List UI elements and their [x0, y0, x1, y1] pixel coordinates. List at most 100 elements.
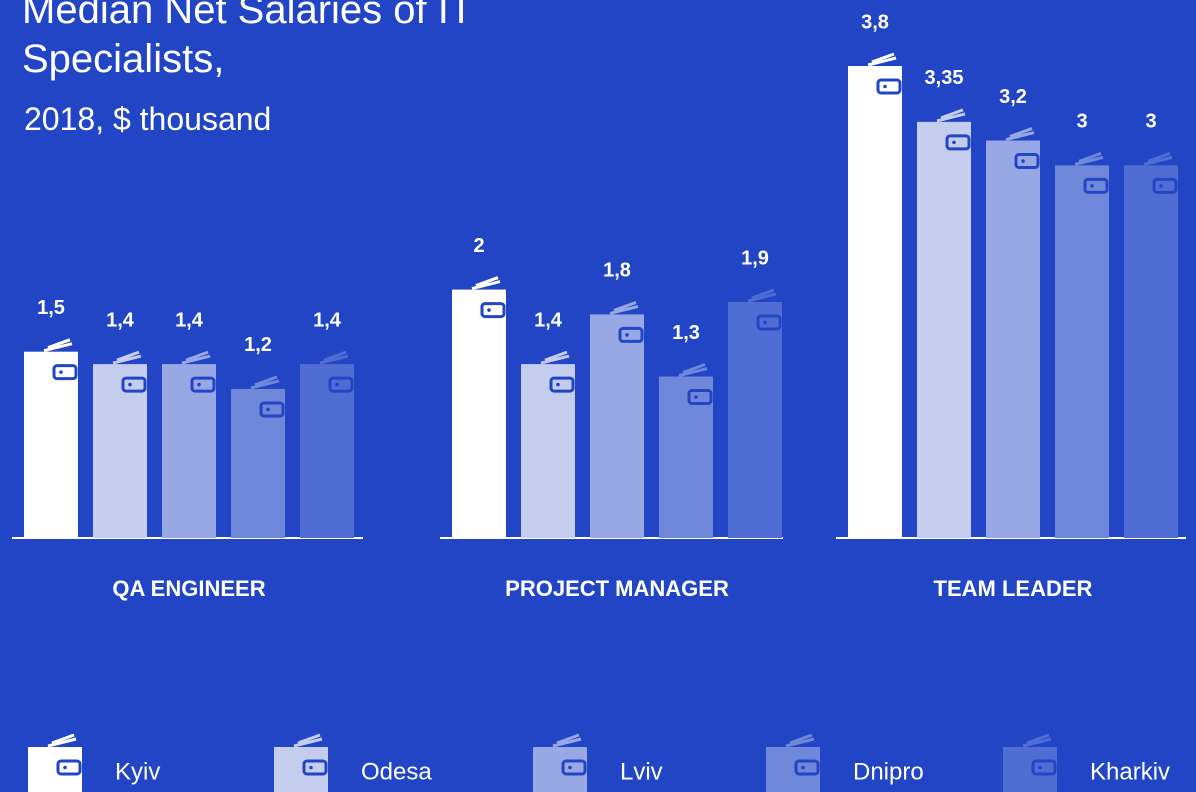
wallet-button	[335, 382, 339, 387]
bar	[1055, 165, 1109, 539]
value-label: 1,3	[672, 322, 700, 344]
legend-label: Lviv	[620, 758, 663, 785]
bar	[521, 364, 575, 538]
value-label: 1,9	[741, 247, 769, 269]
bar	[917, 121, 971, 538]
wallet-flap	[1143, 151, 1173, 166]
value-label: 3	[1076, 111, 1087, 133]
wallet-clasp	[121, 376, 147, 393]
legend-swatch	[533, 747, 587, 792]
bar	[300, 364, 354, 538]
legend-swatch	[1003, 747, 1057, 792]
wallet-clasp	[945, 134, 971, 151]
wallet-clasp	[756, 314, 782, 331]
wallet-flap	[747, 288, 777, 303]
wallet-button	[801, 765, 805, 770]
wallet-clasp	[687, 389, 713, 406]
x-tick-label: PROJECT MANAGER	[505, 576, 729, 601]
bar	[986, 140, 1040, 539]
wallet-clasp	[561, 759, 587, 776]
value-label: 3	[1145, 111, 1156, 133]
wallet-flap	[867, 52, 897, 67]
wallet-button	[556, 382, 560, 387]
x-tick-label: QA ENGINEER	[112, 576, 265, 601]
chart-subtitle: 2018, $ thousand	[24, 101, 272, 137]
wallet-clasp	[1083, 177, 1109, 194]
chart-title: Median Net Salaries of IT Specialists,	[22, 0, 473, 81]
wallet-button	[625, 333, 629, 337]
wallet-flap	[43, 338, 73, 353]
wallet-flap	[936, 108, 966, 123]
bar	[24, 351, 78, 538]
value-label: 1,8	[603, 260, 631, 282]
bar	[848, 66, 902, 538]
wallet-clasp	[549, 376, 575, 393]
legend-swatch	[274, 747, 328, 792]
bar	[590, 314, 644, 538]
wallet-button	[763, 320, 767, 325]
wallet-button	[309, 765, 313, 770]
wallet-clasp	[1014, 153, 1040, 170]
wallet-flap	[250, 375, 280, 390]
bar	[728, 302, 782, 538]
wallet-clasp	[618, 326, 644, 343]
wallet-flap	[47, 733, 77, 748]
wallet-button	[487, 308, 491, 312]
legend-label: Dnipro	[853, 758, 924, 785]
bar	[452, 289, 506, 538]
wallet-clasp	[56, 759, 82, 776]
wallet-button	[128, 382, 132, 387]
value-label: 1,5	[37, 297, 65, 319]
wallet-flap	[609, 301, 639, 315]
wallet-button	[1090, 184, 1094, 188]
wallet-flap	[293, 733, 323, 748]
value-label: 2	[473, 235, 484, 257]
legend-swatch	[766, 747, 820, 792]
wallet-button	[1021, 159, 1025, 163]
value-label: 3,2	[999, 86, 1027, 108]
wallet-button	[568, 765, 572, 770]
legend-label: Odesa	[361, 758, 432, 785]
wallet-flap	[319, 350, 349, 365]
value-label: 1,2	[244, 334, 272, 356]
wallet-clasp	[1031, 759, 1057, 776]
wallet-flap	[1005, 127, 1035, 141]
wallet-flap	[112, 350, 142, 365]
wallet-button	[952, 140, 956, 145]
bar	[231, 388, 285, 538]
wallet-clasp	[190, 376, 216, 393]
value-label: 3,35	[925, 67, 964, 89]
wallet-flap	[540, 350, 570, 365]
bar	[93, 364, 147, 538]
wallet-button	[1038, 765, 1042, 770]
legend-label: Kharkiv	[1090, 758, 1170, 785]
wallet-button	[63, 765, 67, 770]
legend-swatch	[28, 747, 82, 792]
wallet-clasp	[302, 759, 328, 776]
wallet-clasp	[794, 759, 820, 776]
value-label: 1,4	[106, 309, 135, 331]
wallet-button	[59, 370, 63, 374]
wallet-button	[266, 407, 270, 412]
wallet-button	[883, 84, 887, 89]
wallet-button	[197, 382, 201, 387]
value-label: 3,8	[861, 11, 889, 33]
value-label: 1,4	[313, 309, 342, 331]
wallet-flap	[1074, 151, 1104, 166]
x-tick-label: TEAM LEADER	[934, 576, 1093, 601]
wallet-flap	[181, 350, 211, 365]
wallet-clasp	[52, 364, 78, 381]
wallet-flap	[678, 363, 708, 377]
wallet-clasp	[259, 401, 285, 418]
wallet-flap	[1022, 733, 1052, 748]
wallet-button	[694, 395, 698, 399]
bar	[659, 376, 713, 538]
wallet-flap	[471, 276, 501, 291]
wallet-flap	[785, 733, 815, 748]
bar	[1124, 165, 1178, 539]
wallet-button	[1159, 184, 1163, 188]
wallet-flap	[552, 733, 582, 748]
legend-label: Kyiv	[115, 758, 160, 785]
